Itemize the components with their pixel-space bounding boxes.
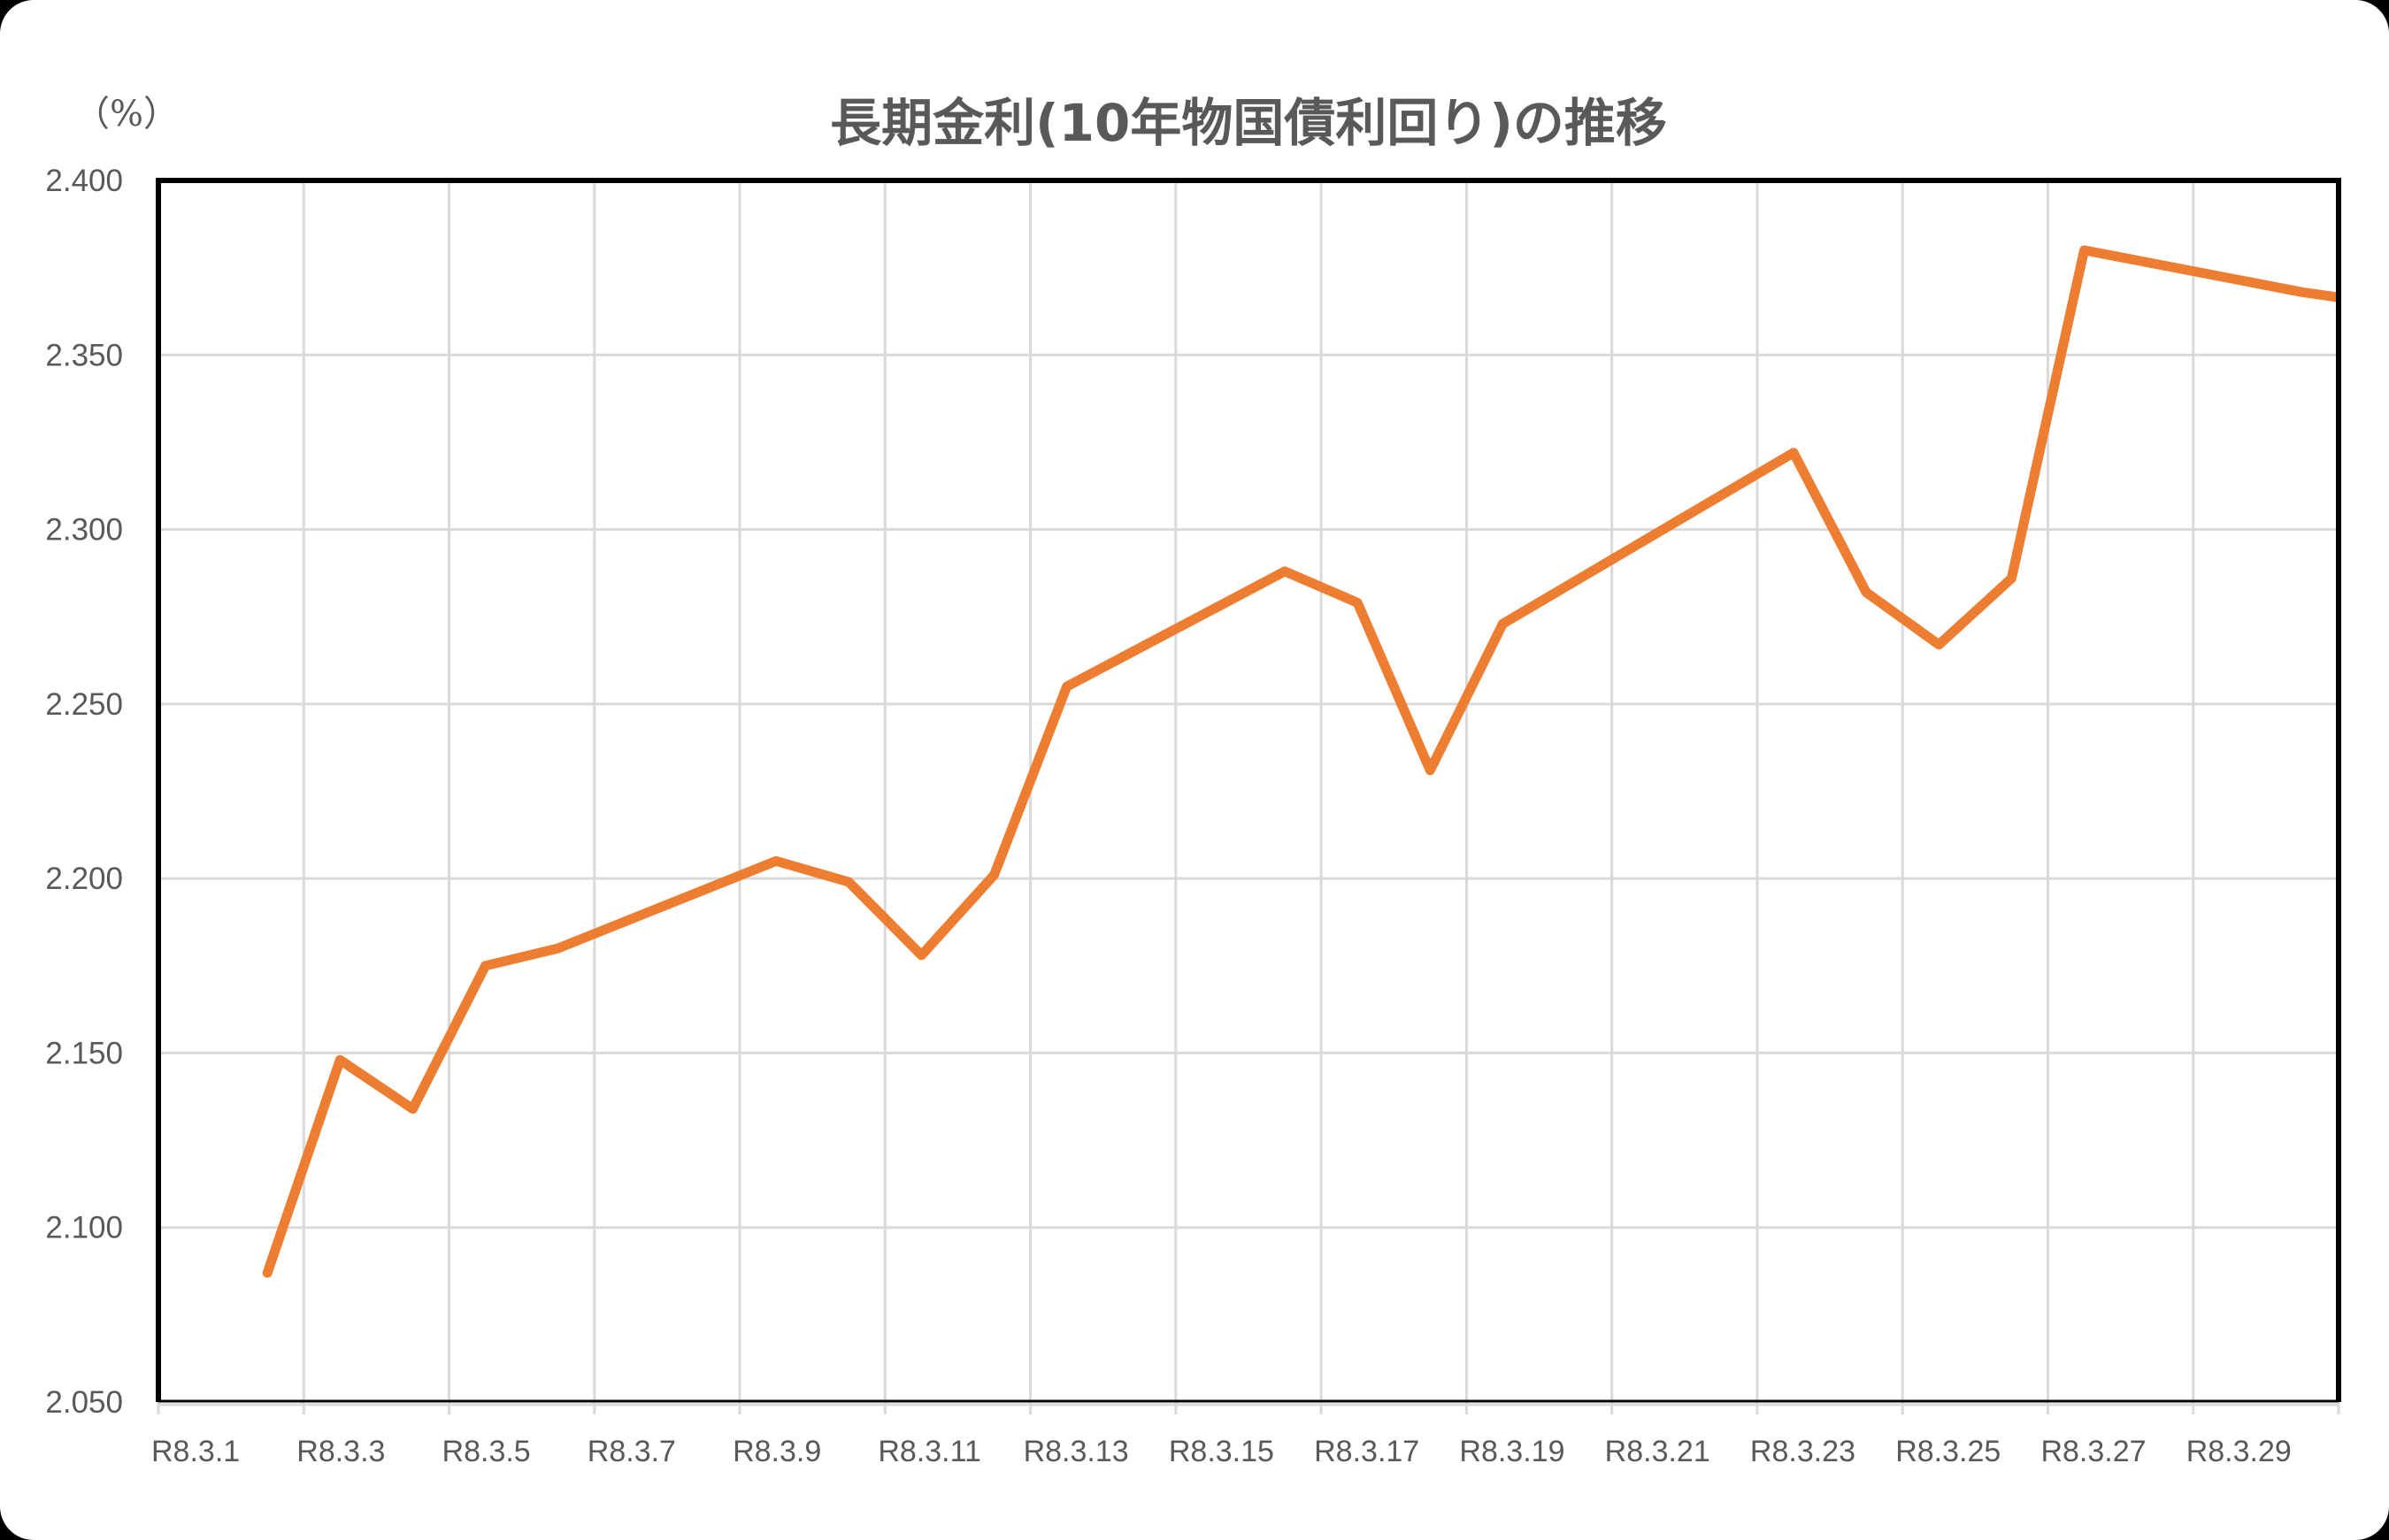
x-tick-label: R8.3.1: [151, 1435, 240, 1468]
x-tick-label: R8.3.17: [1314, 1435, 1419, 1468]
x-tick-label: R8.3.25: [1895, 1435, 2001, 1468]
x-tick-label: R8.3.23: [1750, 1435, 1855, 1468]
series-line: [262, 245, 2339, 1278]
x-tick-label: R8.3.9: [733, 1435, 821, 1468]
plot-border: [156, 178, 2341, 1402]
x-tick-label: R8.3.3: [296, 1435, 385, 1468]
x-tick-label: R8.3.5: [442, 1435, 531, 1468]
chart-title: 長期金利(10年物国債利回り)の推移: [830, 93, 1667, 153]
y-axis-tick-labels: 2.400 2.350 2.300 2.250 2.200 2.150 2.100 2.050: [45, 164, 123, 1420]
y-tick-label: 2.350: [45, 338, 123, 372]
x-tick-label: R8.3.29: [2186, 1435, 2292, 1468]
x-tick-label: R8.3.21: [1605, 1435, 1710, 1468]
y-tick-label: 2.050: [45, 1385, 123, 1420]
data-series: [262, 245, 2339, 1278]
plot-area-border: [156, 178, 2341, 1406]
y-tick-label: 2.100: [45, 1211, 123, 1245]
x-tick-label: R8.3.7: [588, 1435, 676, 1468]
x-axis-tick-labels: R8.3.1 R8.3.3 R8.3.5 R8.3.7 R8.3.9 R8.3.11 R8.…: [151, 1435, 2292, 1468]
x-tick-label: R8.3.19: [1459, 1435, 1564, 1468]
y-axis-unit-label: （%）: [74, 94, 180, 134]
x-tick-label: R8.3.27: [2040, 1435, 2146, 1468]
y-tick-label: 2.250: [45, 687, 123, 722]
gridlines: [157, 180, 2340, 1414]
y-tick-label: 2.200: [45, 862, 123, 896]
x-tick-label: R8.3.13: [1024, 1435, 1129, 1468]
y-tick-label: 2.400: [45, 164, 123, 198]
x-tick-label: R8.3.15: [1169, 1435, 1274, 1468]
y-tick-label: 2.150: [45, 1036, 123, 1070]
y-tick-label: 2.300: [45, 513, 123, 548]
x-tick-label: R8.3.11: [878, 1435, 981, 1468]
